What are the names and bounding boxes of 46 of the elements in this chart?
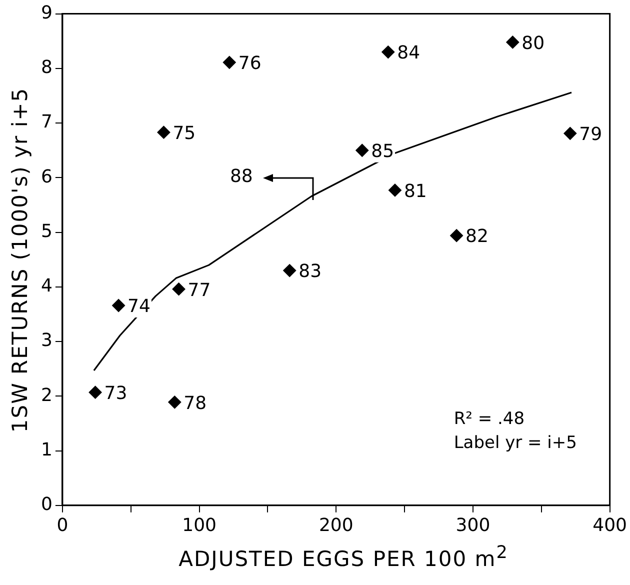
annotation: 80	[522, 32, 545, 54]
point	[157, 126, 170, 139]
y-tick-label: 1	[41, 439, 52, 460]
x-tick-label: 0	[56, 514, 68, 536]
point	[112, 298, 126, 312]
y-tick-label: 8	[41, 57, 52, 78]
annotation: 83	[298, 261, 322, 282]
annotation: 84	[397, 42, 420, 64]
point	[172, 282, 186, 296]
x-tick-label: 400	[592, 514, 627, 536]
y-tick-label: 9	[41, 2, 52, 24]
y-tick-label: 0	[41, 494, 52, 516]
point	[388, 184, 402, 197]
point	[564, 126, 577, 140]
point	[382, 46, 395, 59]
annotation: 85	[371, 141, 394, 162]
y-axis-title: 1SW RETURNS (1000's) yr i+5	[8, 86, 32, 435]
annotation: 74	[128, 296, 150, 318]
annotation: 78	[184, 392, 207, 414]
y-tick-label: 3	[41, 330, 52, 352]
annotation: 77	[188, 280, 211, 301]
point	[506, 36, 520, 49]
annotation: 73	[104, 383, 128, 404]
y-tick-label: 4	[41, 276, 52, 297]
point	[88, 386, 102, 399]
x-tick-label: 300	[456, 514, 490, 536]
y-tick-label: 7	[41, 112, 52, 133]
point	[356, 144, 369, 157]
annotation: 76	[238, 53, 262, 74]
annotation: 82	[466, 226, 488, 248]
annotation: 81	[404, 180, 427, 202]
annotation: Label yr = i+5	[454, 432, 577, 456]
point	[222, 56, 236, 69]
point	[283, 264, 296, 278]
y-tick-label: 2	[41, 384, 52, 406]
y-tick-label: 5	[41, 220, 52, 242]
annotation: 75	[172, 123, 196, 144]
x-axis-title: ADJUSTED EGGS PER 100 m$^{2}$	[178, 543, 510, 571]
point	[168, 396, 182, 409]
x-tick-label: 100	[182, 514, 216, 536]
annotation: R² = .48	[454, 408, 526, 432]
annotation: 79	[579, 124, 602, 146]
x-tick-label: 200	[318, 514, 354, 536]
y-tick-label: 6	[41, 166, 52, 188]
point	[450, 229, 464, 242]
annotation: 88	[230, 166, 253, 188]
